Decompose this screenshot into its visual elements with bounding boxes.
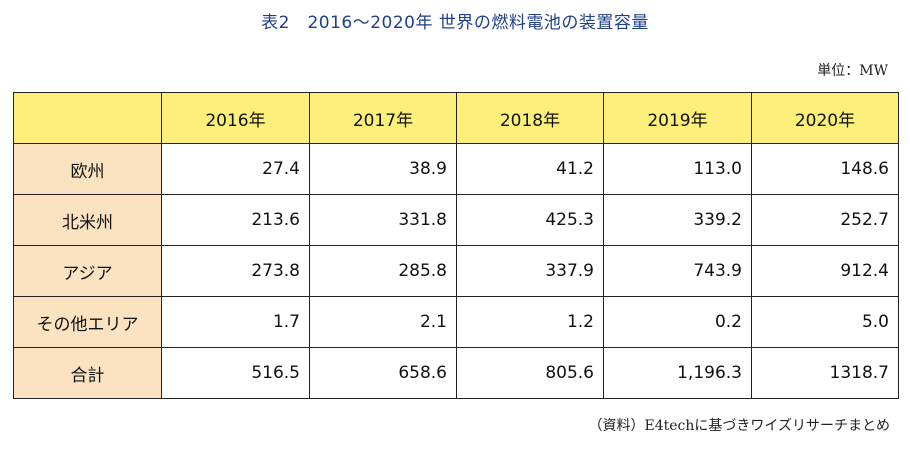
table-cell: 0.2	[603, 296, 752, 348]
header-row: 2016年 2017年 2018年 2019年 2020年	[13, 92, 899, 144]
column-header: 2016年	[161, 92, 310, 144]
table-cell: 252.7	[751, 194, 899, 246]
table-cell: 337.9	[456, 245, 604, 297]
table-cell: 27.4	[161, 143, 310, 195]
table-cell: 273.8	[161, 245, 310, 297]
table-cell: 5.0	[751, 296, 899, 348]
table-cell: 516.5	[161, 347, 310, 399]
table-cell: 805.6	[456, 347, 604, 399]
table-title: 表2 2016〜2020年 世界の燃料電池の装置容量	[261, 13, 649, 33]
table-row: アジア 273.8 285.8 337.9 743.9 912.4	[13, 245, 899, 297]
table-row-total: 合計 516.5 658.6 805.6 1,196.3 1318.7	[13, 347, 899, 399]
capacity-table: 2016年 2017年 2018年 2019年 2020年 欧州 27.4 38…	[13, 92, 899, 399]
table-row: 欧州 27.4 38.9 41.2 113.0 148.6	[13, 143, 899, 195]
table-cell: 658.6	[309, 347, 457, 399]
table-cell: 113.0	[603, 143, 752, 195]
corner-cell	[13, 92, 162, 144]
table-cell: 339.2	[603, 194, 752, 246]
column-header: 2019年	[603, 92, 752, 144]
table-cell: 331.8	[309, 194, 457, 246]
unit-label: 単位：MW	[817, 63, 888, 79]
table-cell: 148.6	[751, 143, 899, 195]
table-cell: 1,196.3	[603, 347, 752, 399]
table-cell: 743.9	[603, 245, 752, 297]
table-cell: 425.3	[456, 194, 604, 246]
table-cell: 912.4	[751, 245, 899, 297]
table-cell: 38.9	[309, 143, 457, 195]
table-cell: 41.2	[456, 143, 604, 195]
row-header: 合計	[13, 347, 162, 399]
column-header: 2020年	[751, 92, 899, 144]
table-cell: 1.7	[161, 296, 310, 348]
table-row: その他エリア 1.7 2.1 1.2 0.2 5.0	[13, 296, 899, 348]
row-header: その他エリア	[13, 296, 162, 348]
table-cell: 1.2	[456, 296, 604, 348]
row-header: 北米州	[13, 194, 162, 246]
row-header: 欧州	[13, 143, 162, 195]
column-header: 2018年	[456, 92, 604, 144]
table-cell: 1318.7	[751, 347, 899, 399]
source-note: （資料）E4techに基づきワイズリサーチまとめ	[588, 418, 890, 434]
column-header: 2017年	[309, 92, 457, 144]
table-cell: 213.6	[161, 194, 310, 246]
row-header: アジア	[13, 245, 162, 297]
table-cell: 2.1	[309, 296, 457, 348]
table-cell: 285.8	[309, 245, 457, 297]
table-row: 北米州 213.6 331.8 425.3 339.2 252.7	[13, 194, 899, 246]
